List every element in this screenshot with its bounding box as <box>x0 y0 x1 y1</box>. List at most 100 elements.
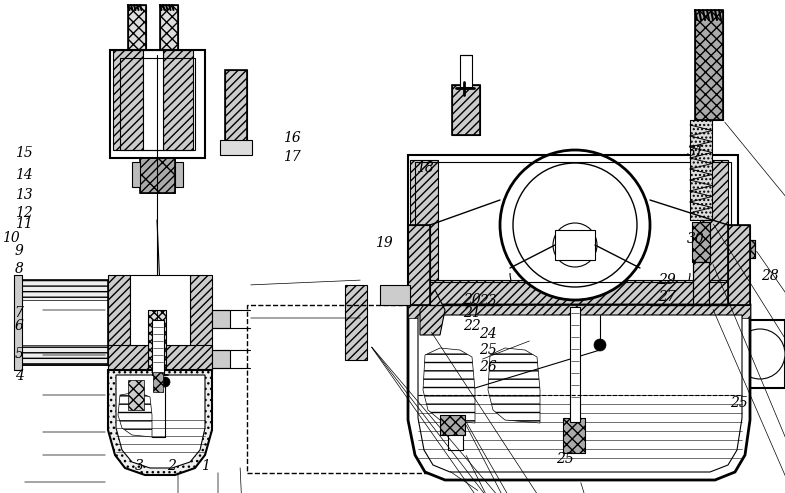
Bar <box>225 70 247 148</box>
Bar <box>452 85 480 135</box>
Bar <box>140 158 175 193</box>
Bar <box>128 5 146 50</box>
Bar <box>128 5 146 50</box>
Circle shape <box>500 150 650 300</box>
Text: 22: 22 <box>463 319 481 333</box>
Bar <box>415 162 731 282</box>
Text: 19: 19 <box>375 236 393 249</box>
Bar <box>153 372 163 392</box>
Text: 29: 29 <box>658 273 676 287</box>
Text: 3: 3 <box>135 459 144 473</box>
Text: 30: 30 <box>687 232 705 246</box>
Circle shape <box>738 243 750 255</box>
Text: 16: 16 <box>283 131 301 145</box>
Bar <box>692 222 710 262</box>
Bar <box>220 140 252 155</box>
Bar <box>163 50 193 150</box>
Bar <box>440 415 465 435</box>
Bar <box>735 320 785 388</box>
Bar <box>700 160 728 295</box>
Text: 20: 20 <box>463 293 481 307</box>
Bar <box>692 222 710 262</box>
Bar <box>345 285 367 360</box>
Text: 11: 11 <box>15 217 33 231</box>
Bar <box>148 310 166 370</box>
Text: 25: 25 <box>479 343 497 357</box>
Bar <box>110 50 205 158</box>
Bar <box>152 320 164 375</box>
Bar <box>247 305 712 473</box>
Bar <box>22 280 108 300</box>
Bar <box>113 50 143 150</box>
Circle shape <box>594 339 606 351</box>
Text: 25: 25 <box>557 453 574 466</box>
Bar <box>410 160 438 295</box>
Text: 2: 2 <box>166 459 176 473</box>
Bar <box>460 55 472 87</box>
Polygon shape <box>423 348 475 423</box>
Text: 4: 4 <box>15 369 24 383</box>
Text: 27: 27 <box>658 290 676 304</box>
Polygon shape <box>418 315 742 472</box>
Text: 1: 1 <box>201 459 210 473</box>
Bar <box>225 70 247 148</box>
Bar <box>440 415 465 435</box>
Bar <box>563 418 585 453</box>
Bar <box>730 240 755 258</box>
Text: 6: 6 <box>15 319 24 333</box>
Text: 14: 14 <box>15 168 33 182</box>
Bar <box>132 162 140 187</box>
Bar <box>120 58 195 150</box>
Bar <box>570 307 580 422</box>
Bar <box>452 85 480 135</box>
Bar <box>14 275 22 370</box>
Bar <box>695 10 723 120</box>
Bar <box>212 310 230 328</box>
Text: 12: 12 <box>15 206 33 220</box>
Bar <box>690 120 712 220</box>
Text: 13: 13 <box>15 188 33 202</box>
Text: 10: 10 <box>2 231 20 245</box>
Circle shape <box>553 223 597 267</box>
Bar <box>690 120 712 220</box>
Bar <box>410 280 728 308</box>
Bar <box>728 225 750 305</box>
Bar <box>22 345 108 365</box>
Text: 5: 5 <box>15 347 24 361</box>
Text: 23: 23 <box>479 294 497 308</box>
Text: 8: 8 <box>15 262 24 276</box>
Polygon shape <box>408 305 750 318</box>
Bar <box>175 162 183 187</box>
Text: 9: 9 <box>15 245 24 258</box>
Bar <box>380 285 410 305</box>
Bar <box>148 310 166 370</box>
Text: 17: 17 <box>283 150 301 164</box>
Text: 18: 18 <box>416 161 434 175</box>
Text: 26: 26 <box>479 360 497 374</box>
Text: 15: 15 <box>15 146 33 160</box>
Polygon shape <box>108 370 212 475</box>
Bar <box>108 345 212 370</box>
Bar <box>408 225 430 305</box>
Text: 7: 7 <box>15 306 24 320</box>
Bar <box>728 225 750 305</box>
Bar <box>730 240 755 258</box>
Bar <box>143 50 163 150</box>
Bar <box>108 275 130 370</box>
Polygon shape <box>408 305 750 480</box>
Circle shape <box>735 329 785 379</box>
Text: 25: 25 <box>730 396 748 410</box>
Circle shape <box>160 377 170 387</box>
Bar <box>130 275 190 345</box>
Polygon shape <box>420 290 445 335</box>
Polygon shape <box>118 392 152 437</box>
Bar <box>448 435 463 450</box>
Text: 24: 24 <box>479 327 497 341</box>
Text: 21: 21 <box>463 306 481 320</box>
Text: 28: 28 <box>761 269 780 283</box>
Bar <box>160 5 178 60</box>
Bar <box>128 380 144 410</box>
Bar <box>140 158 175 193</box>
Bar <box>693 262 709 307</box>
Bar <box>408 225 430 305</box>
